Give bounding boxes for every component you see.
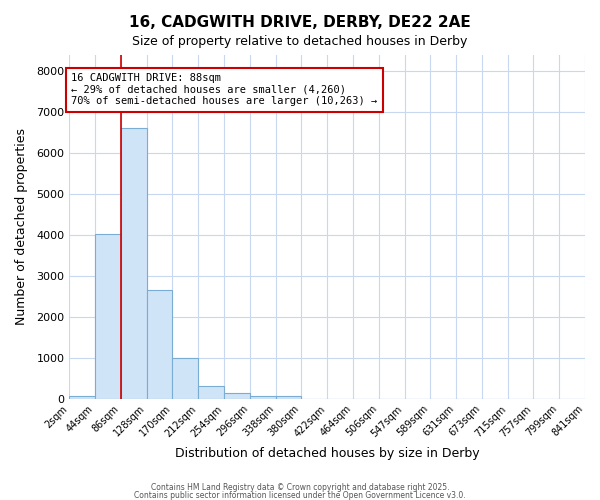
Text: Size of property relative to detached houses in Derby: Size of property relative to detached ho… <box>133 35 467 48</box>
Bar <box>198 386 224 399</box>
Text: 16 CADGWITH DRIVE: 88sqm
← 29% of detached houses are smaller (4,260)
70% of sem: 16 CADGWITH DRIVE: 88sqm ← 29% of detach… <box>71 73 377 106</box>
Bar <box>250 396 275 399</box>
Text: Contains public sector information licensed under the Open Government Licence v3: Contains public sector information licen… <box>134 490 466 500</box>
X-axis label: Distribution of detached houses by size in Derby: Distribution of detached houses by size … <box>175 447 479 460</box>
Bar <box>146 290 172 399</box>
Text: 16, CADGWITH DRIVE, DERBY, DE22 2AE: 16, CADGWITH DRIVE, DERBY, DE22 2AE <box>129 15 471 30</box>
Bar <box>224 394 250 399</box>
Text: Contains HM Land Registry data © Crown copyright and database right 2025.: Contains HM Land Registry data © Crown c… <box>151 483 449 492</box>
Bar <box>70 396 95 399</box>
Y-axis label: Number of detached properties: Number of detached properties <box>15 128 28 326</box>
Bar <box>172 358 198 399</box>
Bar <box>95 234 121 399</box>
Bar <box>121 128 146 399</box>
Bar <box>275 396 301 399</box>
